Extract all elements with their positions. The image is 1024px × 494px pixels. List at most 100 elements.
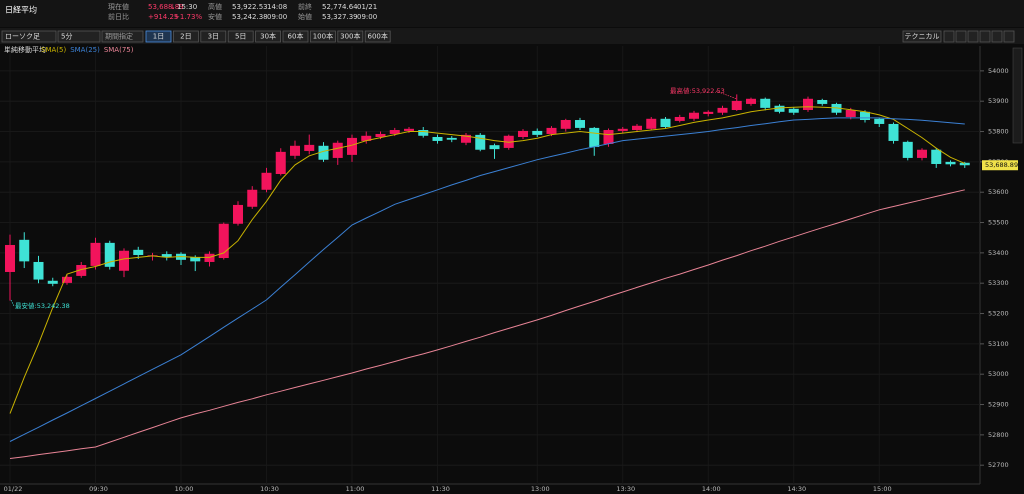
range-button[interactable] xyxy=(337,30,364,43)
candle-body xyxy=(247,189,258,207)
technical-button[interactable] xyxy=(902,30,942,43)
y-tick-label: 53500 xyxy=(988,219,1009,227)
candle-body xyxy=(489,145,500,150)
quote-time: 09:00 xyxy=(357,13,377,21)
quote-label: 現在値 xyxy=(108,2,129,11)
range-button[interactable] xyxy=(172,30,199,43)
candle-body xyxy=(375,133,386,137)
candle-body xyxy=(760,98,771,108)
candle-body xyxy=(518,130,528,137)
side-tools[interactable] xyxy=(1012,47,1023,144)
candle-body xyxy=(774,105,785,112)
range-button[interactable] xyxy=(255,30,282,43)
candle-body xyxy=(945,161,956,165)
quote-time: 09:00 xyxy=(267,13,287,21)
candle-body xyxy=(959,162,970,166)
candle-body xyxy=(90,242,101,266)
candle-body xyxy=(746,98,756,104)
chart-type-select[interactable] xyxy=(1,30,57,43)
candle-body xyxy=(689,112,699,119)
candle-body xyxy=(632,125,642,131)
range-button[interactable] xyxy=(145,30,172,43)
y-tick-label: 53300 xyxy=(988,279,1009,287)
interval-select[interactable] xyxy=(57,30,101,43)
candle-body xyxy=(332,142,343,158)
candle-body xyxy=(902,141,913,158)
candle-body xyxy=(461,134,471,143)
quote-arrow: ↓ xyxy=(170,3,176,11)
y-tick-label: 53600 xyxy=(988,188,1009,196)
quote-label: 始値 xyxy=(298,12,312,21)
legend-entry: SMA(25) xyxy=(70,46,100,54)
quote-value: 52,774.64 xyxy=(322,3,358,11)
quote-label: 前日比 xyxy=(108,12,129,21)
range-button[interactable] xyxy=(364,30,391,43)
candle-body xyxy=(5,244,15,272)
candle-body xyxy=(674,116,685,121)
candle-body xyxy=(275,151,286,175)
x-tick-label: 14:00 xyxy=(702,485,721,493)
range-button[interactable] xyxy=(227,30,254,43)
candle-body xyxy=(119,250,129,271)
range-label: 3日 xyxy=(208,33,219,41)
candle-body xyxy=(347,137,357,155)
candle-body xyxy=(560,120,571,129)
x-tick-label: 14:30 xyxy=(787,485,806,493)
x-tick-label: 13:00 xyxy=(531,485,550,493)
last-price-label: 53,688.89 xyxy=(985,161,1018,169)
range-label: 1日 xyxy=(153,33,164,41)
interval: 5分 xyxy=(61,32,72,41)
technical: テクニカル xyxy=(905,33,940,41)
candle-body xyxy=(646,118,657,129)
sma-line xyxy=(9,117,965,442)
range-button[interactable] xyxy=(200,30,227,43)
y-tick-label: 52700 xyxy=(988,461,1009,469)
y-tick-label: 52900 xyxy=(988,401,1009,409)
y-tick-label: 53800 xyxy=(988,128,1009,136)
low-annotation: 最安値:53,242.38 xyxy=(15,301,70,310)
icon[interactable] xyxy=(979,30,991,43)
range-button[interactable] xyxy=(309,30,336,43)
candle-body xyxy=(575,120,585,128)
candle-body xyxy=(788,108,799,113)
range-label: 30本 xyxy=(260,32,276,41)
quote-value: +914.25 xyxy=(148,13,178,21)
candle-body xyxy=(418,130,429,136)
quote-time: 15:30 xyxy=(177,3,197,11)
sma-line xyxy=(9,189,965,459)
icon[interactable] xyxy=(1003,30,1015,43)
x-tick-label: 09:30 xyxy=(89,485,108,493)
x-tick-label: 10:30 xyxy=(260,485,279,493)
quote-time: +1.73% xyxy=(174,13,202,21)
legend-title: 単純移動平均 xyxy=(4,45,46,54)
range-label: 100本 xyxy=(313,32,333,41)
last-price-box xyxy=(982,160,1018,171)
candle-body xyxy=(389,130,400,134)
candle-body xyxy=(261,172,272,190)
high-leader xyxy=(715,90,738,100)
x-tick-label: 11:30 xyxy=(431,485,450,493)
candle-body xyxy=(190,257,201,262)
quote-time: 14:08 xyxy=(267,3,287,11)
range-button[interactable] xyxy=(282,30,309,43)
period-button[interactable] xyxy=(101,30,144,43)
chart-type: ローソク足 xyxy=(5,33,40,41)
y-tick-label: 52800 xyxy=(988,431,1009,439)
candle-body xyxy=(76,265,87,276)
candle-body xyxy=(717,107,728,113)
candle-body xyxy=(874,118,885,124)
candle-body xyxy=(589,127,600,148)
x-tick-label: 11:00 xyxy=(346,485,365,493)
icon[interactable] xyxy=(955,30,967,43)
candle-body xyxy=(931,149,942,164)
quote-label: 高値 xyxy=(208,2,222,11)
icon[interactable] xyxy=(991,30,1003,43)
quote-time: 01/21 xyxy=(357,3,377,11)
quote-value: 53,688.89 xyxy=(148,3,184,11)
icon[interactable] xyxy=(943,30,955,43)
candle-body xyxy=(404,128,414,131)
candle-body xyxy=(660,118,671,127)
candle-body xyxy=(318,145,329,160)
icon[interactable] xyxy=(967,30,979,43)
